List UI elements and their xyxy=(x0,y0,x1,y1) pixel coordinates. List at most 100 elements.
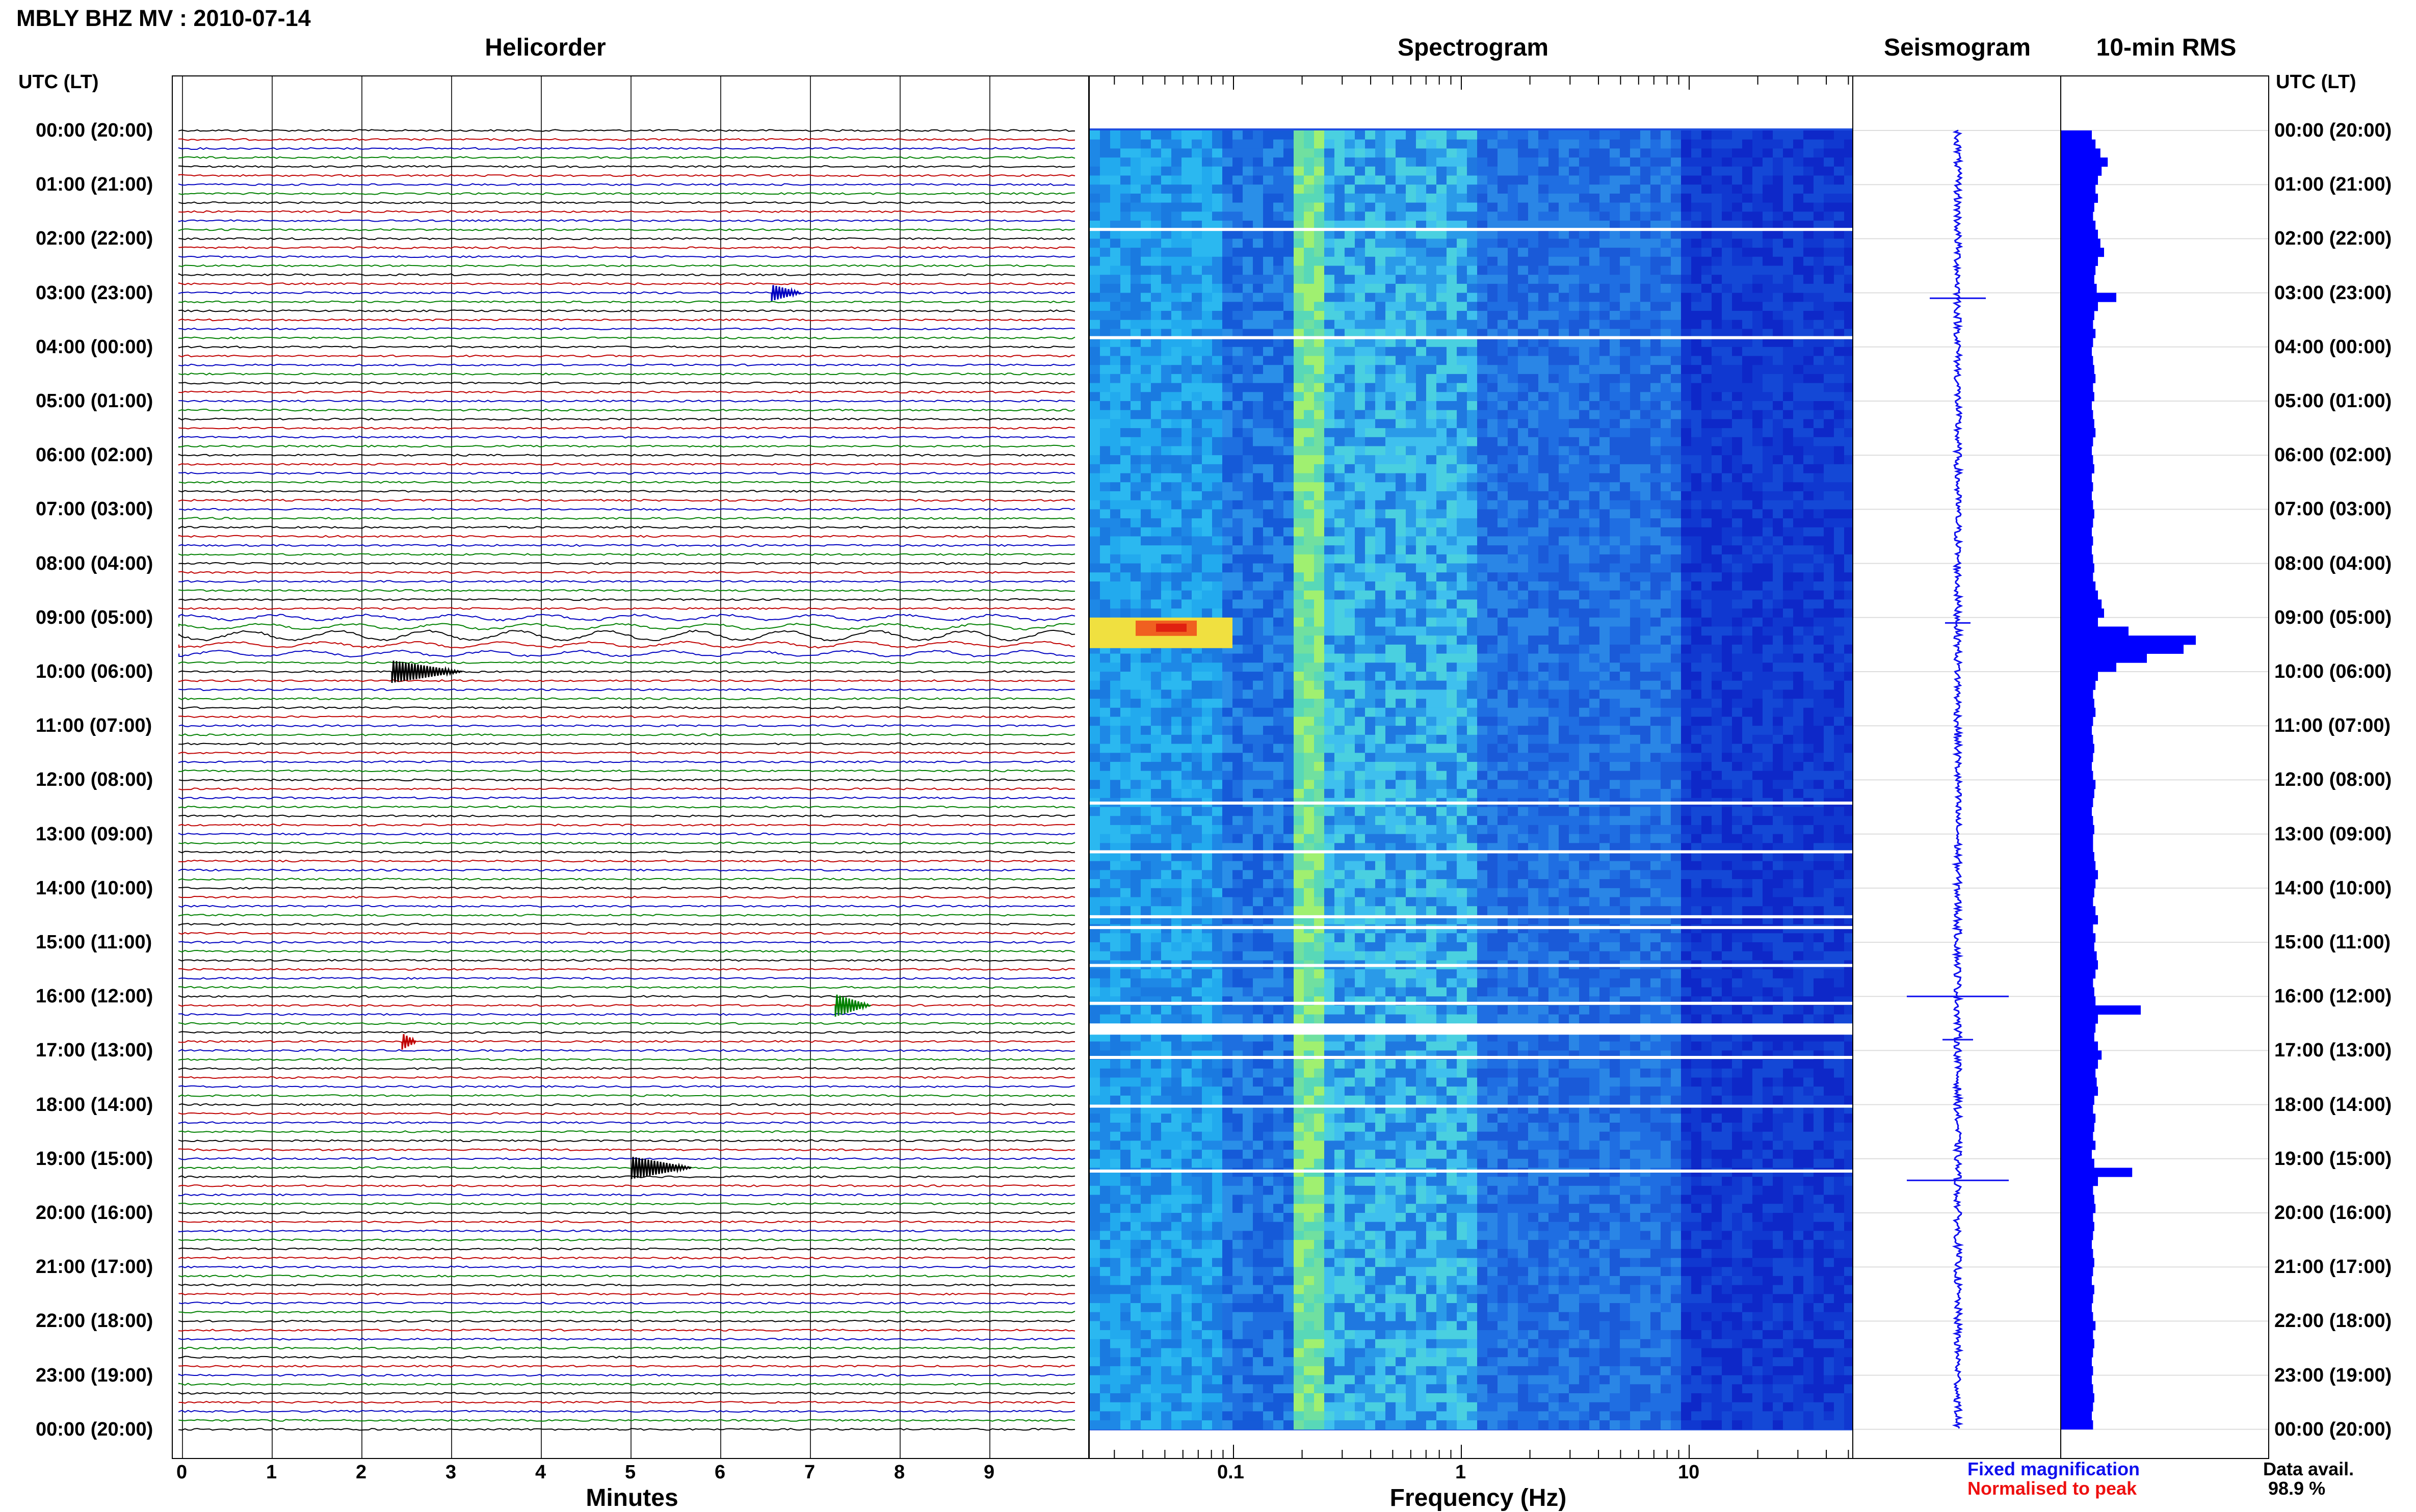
spectrogram-cell xyxy=(1324,618,1334,627)
spectrogram-cell xyxy=(1691,645,1701,654)
spectrogram-cell xyxy=(1783,455,1793,464)
spectrogram-cell xyxy=(1110,347,1120,356)
spectrogram-cell xyxy=(1477,428,1487,437)
spectrogram-cell xyxy=(1314,148,1324,157)
spectrogram-cell xyxy=(1324,428,1334,437)
spectrogram-cell xyxy=(1793,527,1803,537)
helicorder-trace xyxy=(179,906,1075,907)
spectrogram-cell xyxy=(1793,518,1803,527)
spectrogram-cell xyxy=(1518,374,1528,383)
spectrogram-cell xyxy=(1783,564,1793,573)
spectrogram-cell xyxy=(1712,608,1722,618)
spectrogram-cell xyxy=(1283,699,1294,708)
spectrogram-cell xyxy=(1253,257,1263,266)
spectrogram-cell xyxy=(1243,681,1253,690)
spectrogram-cell xyxy=(1090,689,1100,699)
spectrogram-cell xyxy=(1090,148,1100,157)
spectrogram-cell xyxy=(1131,689,1141,699)
spectrogram-cell xyxy=(1518,545,1528,554)
spectrogram-cell xyxy=(1467,428,1477,437)
spectrogram-cell xyxy=(1212,238,1222,248)
spectrogram-cell xyxy=(1283,464,1294,473)
spectrogram-cell xyxy=(1722,275,1732,284)
spectrogram-cell xyxy=(1691,392,1701,401)
spectrogram-cell xyxy=(1640,591,1650,600)
spectrogram-cell xyxy=(1355,374,1365,383)
spectrogram-cell xyxy=(1212,338,1222,347)
spectrogram-cell xyxy=(1559,356,1569,365)
spectrogram-cell xyxy=(1814,491,1824,500)
time-label: 21:00 (17:00) xyxy=(2274,1257,2392,1277)
spectrogram-cell xyxy=(1324,140,1334,149)
spectrogram-cell xyxy=(1691,419,1701,428)
spectrogram-cell xyxy=(1283,500,1294,510)
spectrogram-cell xyxy=(1712,599,1722,608)
time-label: 15:00 (11:00) xyxy=(2274,933,2391,952)
spectrogram-cell xyxy=(1396,184,1406,194)
spectrogram-cell xyxy=(1385,347,1396,356)
spectrogram-cell xyxy=(1457,230,1467,239)
spectrogram-cell xyxy=(1120,374,1131,383)
spectrogram-cell xyxy=(1467,537,1477,546)
spectrogram-cell xyxy=(1518,293,1528,302)
spectrogram-cell xyxy=(1579,157,1589,167)
spectrogram-cell xyxy=(1508,194,1518,203)
spectrogram-cell xyxy=(1834,284,1844,293)
spectrogram-cell xyxy=(1447,537,1457,546)
spectrogram-cell xyxy=(1824,401,1834,410)
spectrogram-cell xyxy=(1345,564,1355,573)
spectrogram-cell xyxy=(1181,672,1192,681)
spectrogram-cell xyxy=(1243,257,1253,266)
spectrogram-cell xyxy=(1498,554,1508,564)
spectrogram-cell xyxy=(1457,176,1467,185)
spectrogram-cell xyxy=(1824,257,1834,266)
spectrogram-cell xyxy=(1263,627,1273,636)
spectrogram-cell xyxy=(1650,464,1661,473)
spectrogram-cell xyxy=(1263,347,1273,356)
spectrogram-cell xyxy=(1610,689,1620,699)
spectrogram-cell xyxy=(1671,392,1681,401)
spectrogram-cell xyxy=(1151,564,1161,573)
spectrogram-cell xyxy=(1579,184,1589,194)
spectrogram-cell xyxy=(1334,635,1345,645)
spectrogram-cell xyxy=(1508,672,1518,681)
spectrogram-cell xyxy=(1263,275,1273,284)
spectrogram-cell xyxy=(1803,365,1814,374)
spectrogram-cell xyxy=(1477,662,1487,672)
spectrogram-cell xyxy=(1375,572,1385,581)
spectrogram-cell xyxy=(1783,410,1793,419)
spectrogram-cell xyxy=(1569,500,1579,510)
spectrogram-cell xyxy=(1120,311,1131,320)
time-label: 16:00 (12:00) xyxy=(2274,987,2392,1006)
spectrogram-cell xyxy=(1498,356,1508,365)
spectrogram-cell xyxy=(1141,365,1151,374)
spectrogram-cell xyxy=(1110,140,1120,149)
spectrogram-cell xyxy=(1426,230,1436,239)
spectrogram-cell xyxy=(1345,455,1355,464)
spectrogram-cell xyxy=(1304,140,1314,149)
spectrogram-cell xyxy=(1131,554,1141,564)
helicorder-trace xyxy=(179,607,1075,609)
spectrogram-cell xyxy=(1814,230,1824,239)
spectrogram-cell xyxy=(1385,311,1396,320)
spectrogram-cell xyxy=(1090,365,1100,374)
spectrogram-cell xyxy=(1722,608,1732,618)
spectrogram-cell xyxy=(1283,356,1294,365)
spectrogram-cell xyxy=(1538,645,1548,654)
spectrogram-cell xyxy=(1324,645,1334,654)
spectrogram-cell xyxy=(1538,356,1548,365)
time-label: 22:00 (18:00) xyxy=(36,1311,153,1331)
spectrogram-cell xyxy=(1844,464,1852,473)
spectrogram-cell xyxy=(1538,491,1548,500)
spectrogram-cell xyxy=(1334,554,1345,564)
spectrogram-cell xyxy=(1426,184,1436,194)
spectrogram-cell xyxy=(1773,157,1783,167)
spectrogram-cell xyxy=(1732,157,1742,167)
spectrogram-cell xyxy=(1518,689,1528,699)
spectrogram-cell xyxy=(1141,437,1151,446)
spectrogram-cell xyxy=(1181,148,1192,157)
spectrogram-cell xyxy=(1538,627,1548,636)
spectrogram-cell xyxy=(1273,599,1283,608)
spectrogram-cell xyxy=(1559,275,1569,284)
spectrogram-cell xyxy=(1345,437,1355,446)
